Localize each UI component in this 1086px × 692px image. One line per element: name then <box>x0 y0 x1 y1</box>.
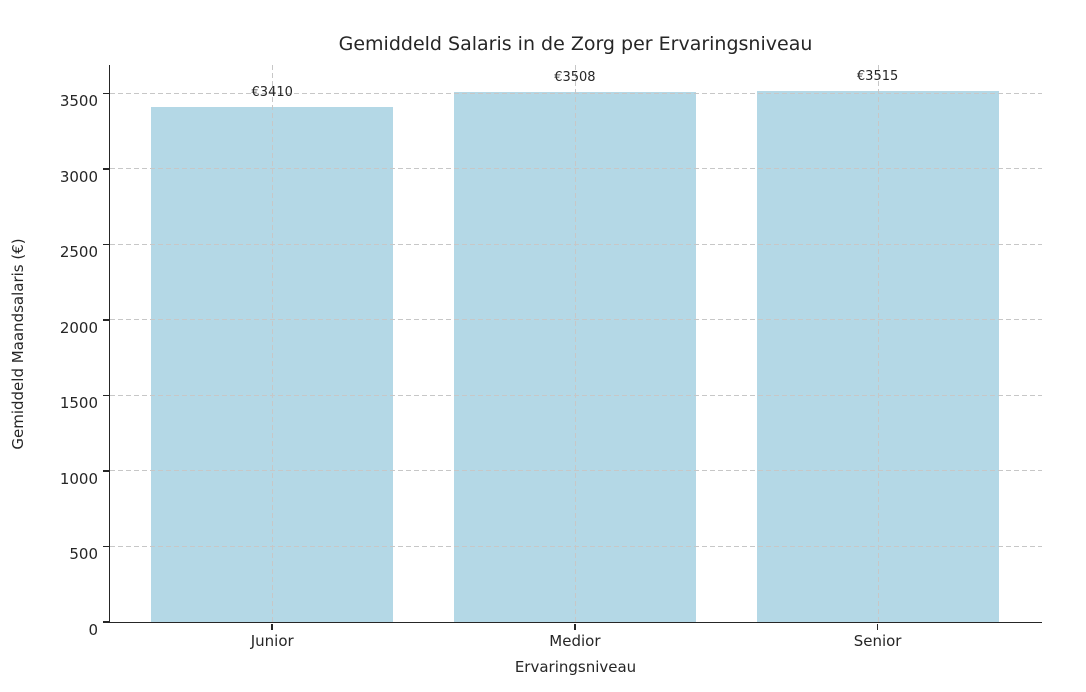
x-tick-mark-medior <box>574 623 576 630</box>
x-tick-label-junior: Junior <box>250 632 294 650</box>
y-tick-label-500: 500 <box>69 545 98 564</box>
bar-value-label-senior: €3515 <box>856 69 899 85</box>
x-tick-label-medior: Medior <box>549 632 601 650</box>
y-tick-mark-2500 <box>102 243 109 246</box>
y-tick-label-3500: 3500 <box>59 92 98 111</box>
y-tick-mark-1500 <box>102 394 109 397</box>
x-axis-label: Ervaringsniveau <box>514 658 637 676</box>
y-tick-mark-3000 <box>102 168 109 170</box>
y-tick-label-3000: 3000 <box>59 167 98 186</box>
h-gridline-2000 <box>110 319 1042 321</box>
chart-title: Gemiddeld Salaris in de Zorg per Ervarin… <box>338 33 813 55</box>
h-gridline-3000 <box>110 168 1042 170</box>
y-tick-label-2000: 2000 <box>59 318 98 337</box>
y-tick-mark-0 <box>102 621 109 623</box>
x-tick-label-senior: Senior <box>853 632 902 650</box>
bar-value-label-medior: €3508 <box>554 70 596 86</box>
y-tick-mark-500 <box>102 545 109 548</box>
y-tick-label-2500: 2500 <box>59 243 98 262</box>
y-tick-mark-2000 <box>102 319 109 321</box>
v-gridline-junior <box>272 65 274 622</box>
h-gridline-3500 <box>110 92 1042 94</box>
y-tick-mark-3500 <box>102 92 109 95</box>
y-tick-label-0: 0 <box>88 620 98 639</box>
h-gridline-500 <box>110 545 1042 547</box>
v-gridline-medior <box>574 65 576 622</box>
h-gridline-1500 <box>110 394 1042 396</box>
plot-area: 0 500 1000 1500 2000 2500 3000 3500 €3410 Junior €… <box>60 65 1042 650</box>
x-tick-mark-junior <box>271 623 273 630</box>
y-axis-label: Gemiddeld Maandsalaris (€) <box>9 238 27 450</box>
y-tick-label-1500: 1500 <box>59 394 98 413</box>
h-gridline-1000 <box>110 470 1042 472</box>
h-gridline-2500 <box>110 243 1042 245</box>
y-tick-mark-1000 <box>102 470 109 472</box>
v-gridline-senior <box>877 65 879 622</box>
bar-medior <box>453 92 696 622</box>
y-tick-label-1000: 1000 <box>59 469 98 488</box>
x-tick-mark-senior <box>876 623 879 630</box>
bar-value-label-junior: €3410 <box>251 85 293 101</box>
